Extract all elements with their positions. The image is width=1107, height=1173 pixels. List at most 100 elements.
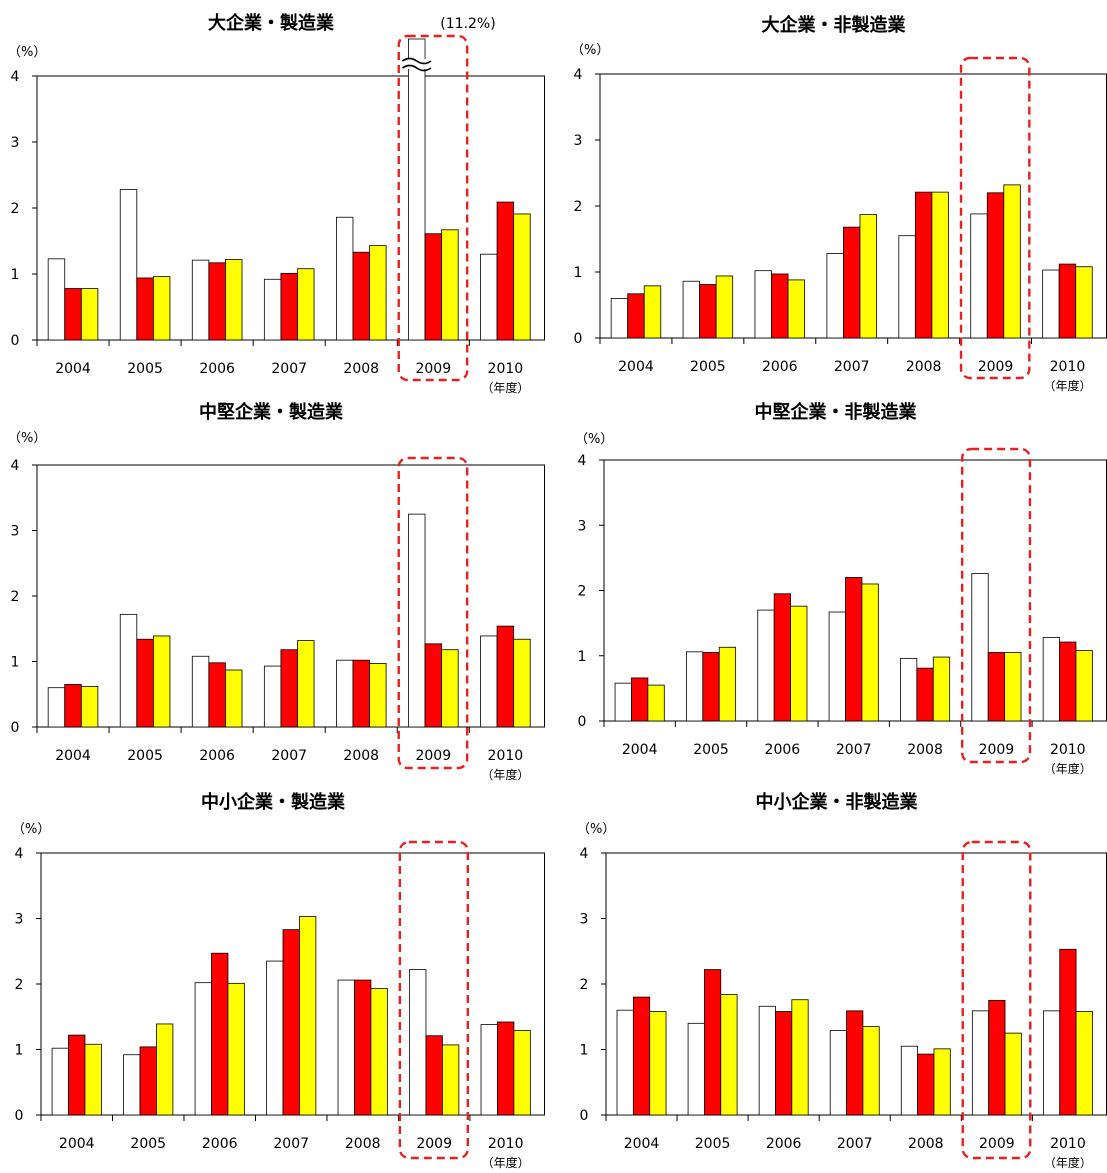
highlight-box-2009	[961, 840, 1032, 1160]
chart-title: 中小企業・製造業	[201, 791, 346, 813]
bar-2008-series1	[337, 979, 355, 1116]
bar-2009-series1	[971, 573, 989, 722]
bar-2004-series1	[47, 687, 66, 728]
bar-2010-series2	[496, 201, 515, 341]
chart-panel: 大企業・非製造業 （%） 0 1 2 3 4 2004 2005 2006 2007 2008 2009…	[571, 14, 1107, 393]
bar-2009-series2	[987, 652, 1006, 722]
y-tick-label: 1	[15, 1043, 24, 1059]
y-tick-label: 4	[15, 846, 24, 862]
bar-2007-series3	[299, 916, 317, 1116]
bar-2008-series2	[917, 1053, 935, 1116]
bar-2004-series1	[614, 682, 632, 722]
y-tick-label: 1	[11, 267, 20, 283]
bar-2006-series2	[771, 273, 789, 339]
y-tick-label: 2	[15, 977, 24, 993]
x-tick-label: 2008	[343, 748, 379, 764]
y-tick-label: 2	[580, 977, 589, 993]
y-unit-label: （%）	[8, 45, 46, 60]
bar-2008-series2	[914, 191, 933, 339]
bar-2007-series3	[862, 1026, 880, 1116]
x-tick-label: 2004	[624, 1136, 660, 1152]
bar-2008-series2	[352, 659, 370, 728]
x-unit-label: （年度）	[1044, 761, 1092, 776]
y-tick-label: 0	[574, 331, 583, 347]
y-tick-label: 1	[580, 1043, 589, 1059]
x-tick-label: 2009	[979, 1136, 1015, 1152]
bar-2010-series3	[513, 638, 531, 728]
y-tick-label: 2	[11, 589, 20, 605]
bar-2010-series2	[1059, 641, 1077, 722]
x-tick-label: 2006	[762, 359, 798, 375]
x-tick-label: 2006	[202, 1136, 238, 1152]
bar-2009-series3	[441, 649, 459, 728]
bar-2008-series1	[900, 1045, 919, 1116]
x-unit-label: （年度）	[1043, 378, 1091, 393]
bar-2010-series1	[1042, 1010, 1061, 1116]
bar-2009-series3	[1003, 184, 1021, 339]
x-tick-label: 2010	[1050, 742, 1086, 758]
y-tick-label: 4	[578, 453, 587, 469]
bar-2006-series1	[191, 655, 210, 728]
x-tick-label: 2006	[766, 1136, 802, 1152]
bar-2009-series1	[970, 213, 988, 339]
bar-2008-series2	[916, 667, 934, 722]
bar-2004-series2	[631, 677, 649, 722]
bar-2010-series1	[1042, 637, 1060, 722]
x-tick-label: 2005	[693, 742, 729, 758]
y-tick-label: 4	[11, 69, 20, 85]
bar-2004-series3	[80, 288, 99, 341]
y-unit-label: （%）	[577, 822, 615, 837]
chart-panel: 大企業・製造業 （%） 0 1 2 3 4 2004 2005 2006 2007 2008 2009 2…	[8, 12, 545, 395]
bar-2010-series1	[480, 1024, 498, 1116]
chart-panel: 中小企業・製造業 （%） 0 1 2 3 4 2004 2005 2006 2007 2008 2009…	[12, 791, 545, 1170]
x-tick-label: 2009	[415, 748, 451, 764]
y-tick-label: 1	[578, 649, 587, 665]
bar-2004-series1	[610, 297, 629, 339]
x-tick-label: 2008	[906, 359, 942, 375]
x-tick-label: 2008	[343, 361, 379, 377]
bar-2004-series3	[84, 1043, 102, 1116]
bar-2005-series1	[123, 1054, 141, 1116]
x-unit-label: （年度）	[481, 767, 529, 782]
y-tick-label: 4	[11, 458, 20, 474]
chart-panel: 中小企業・非製造業 （%） 0 1 2 3 4 2004 2005 2006 2007 2008 200…	[577, 791, 1107, 1170]
bar-2005-series2	[139, 1046, 157, 1116]
bar-2004-series3	[643, 285, 662, 339]
bar-2009-series1	[408, 38, 426, 341]
x-tick-label: 2009	[415, 361, 451, 377]
bar-2005-series1	[686, 651, 704, 722]
bar-2005-series3	[152, 635, 171, 728]
bar-2008-series3	[931, 191, 949, 339]
bar-2007-series1	[263, 278, 282, 341]
bar-2006-series3	[225, 259, 243, 341]
x-tick-label: 2005	[127, 748, 163, 764]
bar-2005-series3	[156, 1023, 174, 1116]
bar-2004-series1	[51, 1047, 69, 1116]
bar-2008-series2	[354, 979, 372, 1116]
x-tick-label: 2009	[416, 1136, 452, 1152]
highlight-box-2009	[397, 34, 469, 382]
bar-2007-series1	[266, 960, 284, 1116]
axis-break-icon	[401, 57, 432, 72]
bar-2005-series1	[682, 280, 701, 339]
bar-2008-series1	[898, 235, 916, 339]
bar-2007-series2	[280, 272, 298, 341]
y-tick-label: 2	[574, 199, 583, 215]
chart-title: 大企業・製造業	[208, 12, 335, 34]
bar-2004-series3	[649, 1011, 667, 1116]
x-tick-label: 2006	[765, 742, 801, 758]
x-tick-label: 2004	[622, 742, 658, 758]
bar-2006-series3	[225, 669, 243, 728]
bar-2009-series2	[424, 233, 442, 341]
bar-2004-series2	[68, 1034, 86, 1116]
y-tick-label: 3	[578, 518, 587, 534]
bar-2005-series2	[136, 277, 154, 341]
bar-2007-series2	[845, 577, 863, 722]
bar-2005-series3	[720, 994, 738, 1116]
y-tick-label: 4	[574, 67, 583, 83]
break-value-label: (11.2%)	[440, 16, 495, 32]
chart-title: 中小企業・非製造業	[756, 791, 919, 813]
bar-2007-series3	[861, 583, 879, 722]
x-tick-label: 2005	[127, 361, 163, 377]
bar-2010-series2	[496, 625, 515, 728]
